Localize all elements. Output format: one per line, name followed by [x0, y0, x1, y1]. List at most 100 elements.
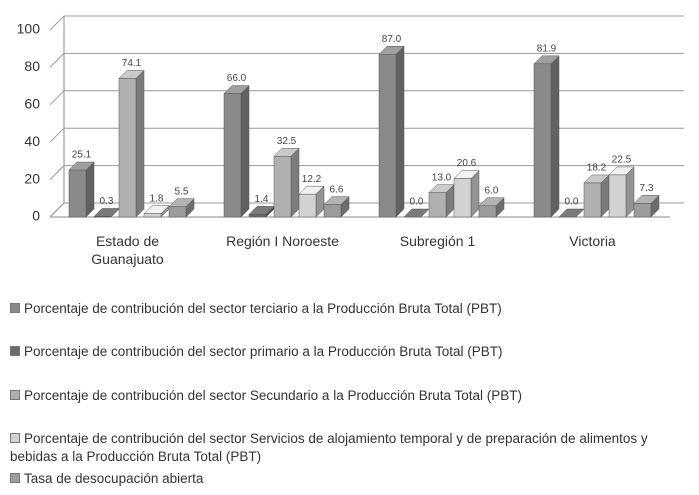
data-label: 12.2 — [302, 174, 322, 185]
grid-line — [49, 53, 65, 68]
data-label: 6.0 — [485, 185, 499, 196]
bar-face — [395, 45, 405, 218]
y-tick-label: 0 — [32, 208, 40, 224]
legend-item: Porcentaje de contribución del sector pr… — [10, 343, 690, 361]
bar-face — [583, 182, 602, 218]
grid-line — [49, 90, 65, 106]
data-label: 20.6 — [457, 158, 477, 169]
y-tick-label: 40 — [24, 133, 40, 149]
bar — [298, 185, 325, 218]
bar-face — [533, 63, 552, 218]
data-label: 13.0 — [432, 172, 452, 183]
bar — [533, 55, 560, 218]
bar — [223, 84, 250, 218]
bar-face — [68, 169, 87, 218]
bar-face — [625, 166, 635, 218]
data-label: 74.1 — [122, 58, 142, 69]
bar-face — [135, 69, 145, 218]
bar-face — [93, 216, 112, 218]
bar-face — [550, 55, 560, 218]
legend-label: Porcentaje de contribución del sector pr… — [24, 344, 503, 359]
data-label: 87.0 — [382, 34, 402, 45]
bar-face — [403, 208, 430, 218]
data-label: 7.3 — [640, 183, 654, 194]
x-tick-label: Región I Noroeste — [226, 233, 339, 249]
bar — [608, 166, 635, 218]
data-label: 32.5 — [277, 136, 297, 147]
bar — [428, 184, 455, 218]
bar — [453, 169, 480, 218]
bar-face — [118, 78, 137, 218]
legend-item: Porcentaje de contribución del sector Se… — [10, 430, 690, 466]
grid-line — [49, 202, 65, 218]
legend-swatch — [10, 346, 20, 356]
x-tick-label: Subregión 1 — [399, 233, 476, 249]
bar-face — [558, 208, 585, 218]
bar-face — [248, 206, 275, 215]
bar-face — [298, 193, 317, 218]
legend-swatch — [10, 473, 20, 483]
legend-label: Porcentaje de contribución del sector Se… — [10, 431, 648, 464]
data-label: 22.5 — [612, 155, 632, 166]
y-tick-label: 100 — [17, 21, 41, 37]
data-label: 18.2 — [587, 163, 607, 174]
bar — [633, 194, 660, 218]
legend-item: Porcentaje de contribución del sector Se… — [10, 387, 690, 405]
data-label: 25.1 — [72, 150, 92, 161]
bar-face — [453, 178, 472, 218]
bar — [323, 196, 350, 218]
bar-face — [85, 161, 95, 218]
legend-label: Porcentaje de contribución del sector te… — [24, 301, 502, 316]
legend-swatch — [10, 433, 20, 443]
legend-label: Porcentaje de contribución del sector Se… — [24, 388, 523, 403]
x-tick-label: Victoria — [569, 233, 616, 249]
data-label: 6.6 — [330, 184, 344, 195]
bar-face — [273, 155, 292, 218]
legend-item: Porcentaje de contribución del sector te… — [10, 300, 690, 318]
data-label: 5.5 — [175, 186, 189, 197]
data-label: 1.8 — [150, 193, 164, 204]
data-label: 0.3 — [100, 196, 114, 207]
bar-face — [290, 147, 300, 218]
bar-face — [633, 203, 652, 218]
legend-label: Tasa de desocupación abierta — [24, 471, 204, 486]
y-tick-label: 60 — [24, 96, 40, 112]
bar-face — [143, 213, 162, 218]
bar — [168, 198, 195, 218]
y-tick-label: 80 — [24, 58, 40, 74]
bar-face — [428, 192, 447, 218]
bar-face — [323, 204, 342, 218]
bar — [273, 147, 300, 218]
bar — [93, 207, 120, 218]
bar — [248, 205, 275, 218]
bar — [583, 174, 610, 218]
bar-face — [608, 174, 627, 218]
legend-item: Tasa de desocupación abierta — [10, 470, 690, 488]
y-tick-label: 20 — [24, 170, 40, 186]
plot-area: 0 20 40 60 80 100 25.1 0.3 74.1 1.8 5.5 66.0 1.4 32.5… — [17, 15, 684, 224]
data-label: 0.0 — [565, 197, 579, 208]
bar-face — [168, 206, 187, 218]
bar-face — [378, 54, 397, 218]
bar-face — [248, 214, 267, 218]
grid-line — [49, 127, 65, 143]
grid-line — [49, 165, 65, 180]
data-label: 0.0 — [410, 197, 424, 208]
bar — [558, 208, 585, 218]
bar-face — [478, 205, 497, 218]
legend-swatch — [10, 390, 20, 400]
data-label: 1.4 — [255, 194, 269, 205]
bar-face — [93, 208, 120, 217]
data-label: 66.0 — [227, 73, 247, 84]
bar — [68, 161, 95, 218]
bar — [403, 208, 430, 218]
legend-swatch — [10, 303, 20, 313]
bar-face — [223, 93, 242, 218]
bar-face — [240, 84, 250, 218]
grid-line — [49, 15, 65, 31]
data-label: 81.9 — [537, 43, 557, 54]
bar — [143, 205, 170, 218]
bar — [378, 45, 405, 218]
bar — [118, 69, 145, 218]
